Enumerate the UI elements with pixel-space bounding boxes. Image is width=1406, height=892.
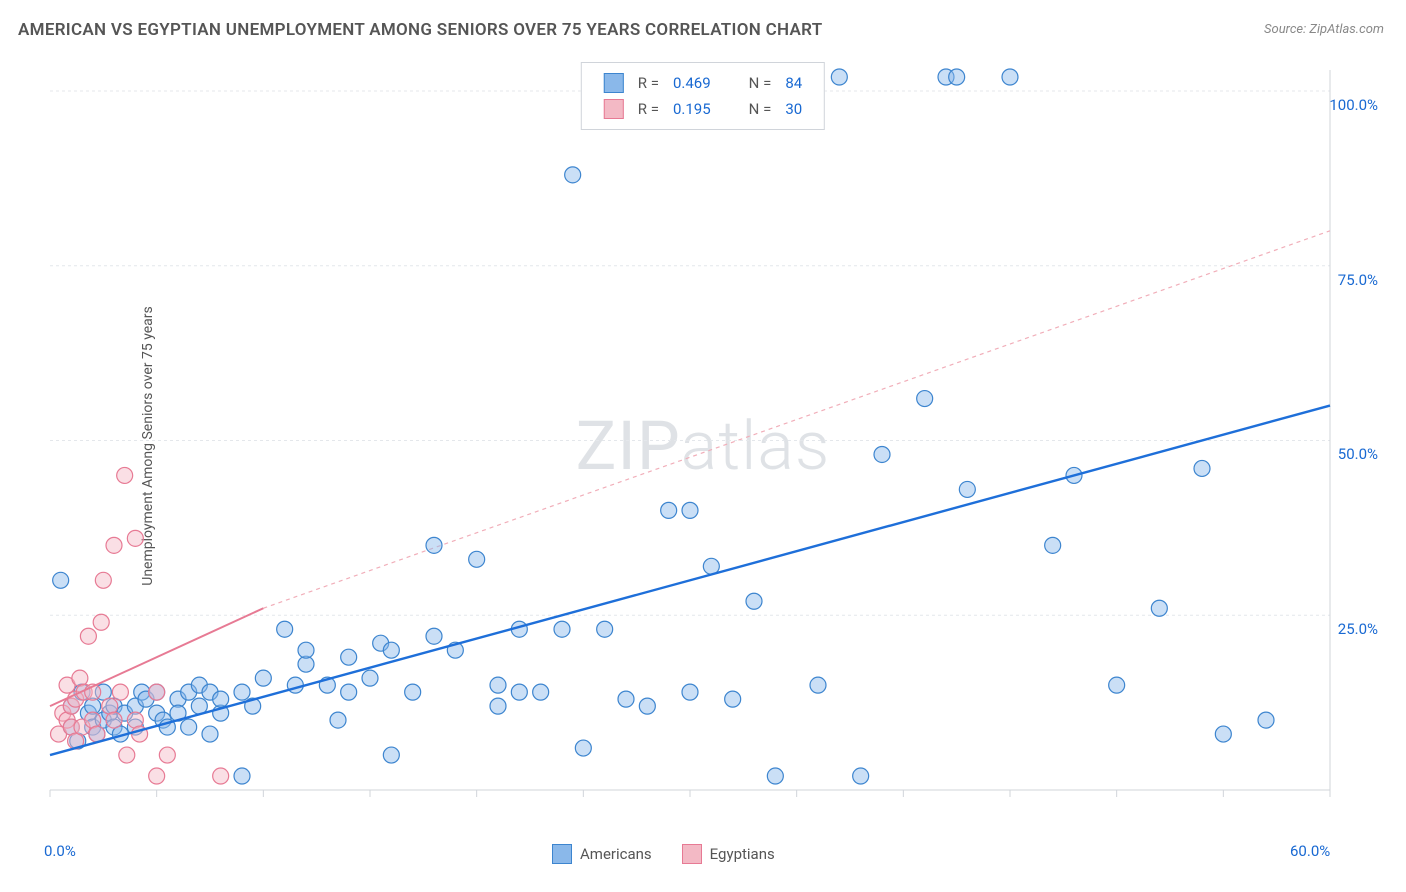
data-point [255,670,271,686]
chart-container: AMERICAN VS EGYPTIAN UNEMPLOYMENT AMONG … [0,0,1406,892]
data-point [383,747,399,763]
data-point [181,719,197,735]
source-attribution: Source: ZipAtlas.com [1264,22,1384,37]
data-point [106,712,122,728]
data-point [112,684,128,700]
data-point [202,726,218,742]
data-point [949,69,965,85]
data-point [725,691,741,707]
data-point [575,740,591,756]
data-point [383,642,399,658]
data-point [1151,600,1167,616]
data-point [277,621,293,637]
data-point [831,69,847,85]
data-point [80,628,96,644]
data-point [362,670,378,686]
legend-n-value: 30 [779,97,808,121]
data-point [426,628,442,644]
data-point [119,747,135,763]
data-point [682,502,698,518]
x-tick-label: 60.0% [1290,842,1330,860]
y-tick-label: 50.0% [1338,445,1378,463]
data-point [511,684,527,700]
data-point [341,649,357,665]
legend-n-label: N = [743,97,778,121]
data-point [533,684,549,700]
legend-swatch [604,73,624,93]
data-point [959,481,975,497]
legend-n-value: 84 [779,71,808,95]
data-point [661,502,677,518]
legend-r-label: R = [632,97,665,121]
data-point [639,698,655,714]
data-point [746,593,762,609]
data-point [53,572,69,588]
data-point [682,684,698,700]
series-legend: Americans Egyptians [552,844,775,864]
data-point [127,530,143,546]
x-tick-label: 0.0% [44,842,76,860]
data-point [767,768,783,784]
data-point [234,768,250,784]
legend-r-label: R = [632,71,665,95]
data-point [426,537,442,553]
data-point [330,712,346,728]
legend-label: Americans [580,845,652,863]
data-point [93,614,109,630]
y-tick-label: 75.0% [1338,271,1378,289]
legend-n-label: N = [743,71,778,95]
data-point [490,698,506,714]
legend-r-value: 0.195 [667,97,717,121]
legend-item: Americans [552,844,652,864]
y-tick-label: 25.0% [1338,620,1378,638]
data-point [213,691,229,707]
data-point [810,677,826,693]
data-point [1215,726,1231,742]
legend-swatch [682,844,702,864]
y-tick-label: 100.0% [1329,96,1378,114]
scatter-plot [40,60,1380,820]
data-point [149,768,165,784]
data-point [1258,712,1274,728]
data-point [1109,677,1125,693]
data-point [117,467,133,483]
data-point [490,677,506,693]
correlation-legend: R =0.469 N =84 R =0.195 N =30 [581,62,825,130]
data-point [1002,69,1018,85]
data-point [853,768,869,784]
data-point [213,768,229,784]
data-point [917,391,933,407]
data-point [159,747,175,763]
data-point [1194,460,1210,476]
data-point [874,446,890,462]
data-point [554,621,570,637]
legend-r-value: 0.469 [667,71,717,95]
data-point [298,642,314,658]
data-point [565,167,581,183]
data-point [95,572,111,588]
data-point [234,684,250,700]
data-point [106,537,122,553]
data-point [618,691,634,707]
legend-swatch [604,99,624,119]
legend-label: Egyptians [710,845,775,863]
data-point [341,684,357,700]
data-point [149,684,165,700]
chart-title: AMERICAN VS EGYPTIAN UNEMPLOYMENT AMONG … [18,20,822,40]
data-point [1045,537,1061,553]
legend-swatch [552,844,572,864]
legend-item: Egyptians [682,844,775,864]
data-point [597,621,613,637]
data-point [405,684,421,700]
data-point [469,551,485,567]
